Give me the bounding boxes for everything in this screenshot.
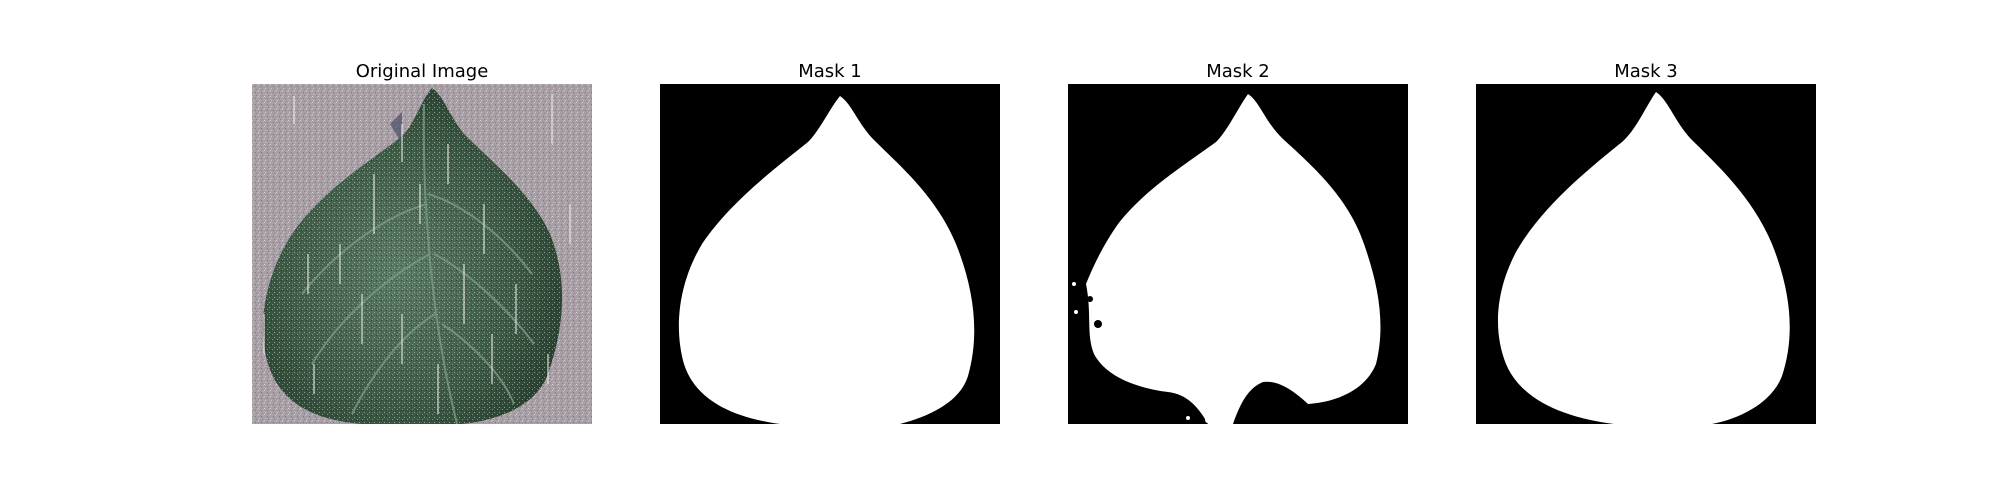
- mask-1-image: [660, 84, 1000, 424]
- panel-mask-1: Mask 1: [660, 60, 1000, 426]
- panel-title: Mask 2: [1206, 61, 1270, 82]
- panel-mask-2: Mask 2: [1068, 60, 1408, 426]
- panel-original-image: Original Image: [252, 60, 592, 426]
- mask-3-image: [1476, 84, 1816, 424]
- panel-mask-3: Mask 3: [1476, 60, 1816, 426]
- mask-2-image: [1068, 84, 1408, 424]
- panel-title: Mask 3: [1614, 61, 1678, 82]
- panel-title: Original Image: [355, 61, 489, 82]
- original-leaf-photo: [252, 84, 592, 424]
- panel-title: Mask 1: [798, 61, 862, 82]
